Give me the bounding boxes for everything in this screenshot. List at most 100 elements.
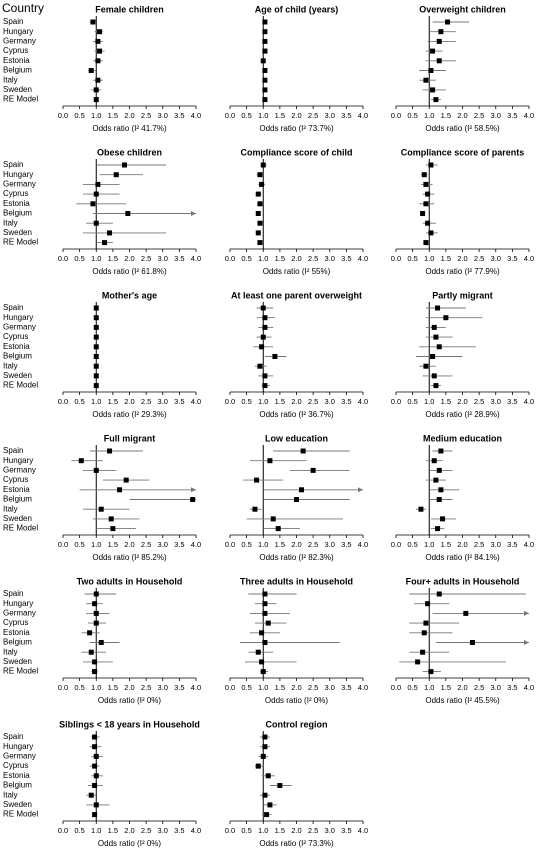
x-tick-label: 1.5 xyxy=(108,540,118,549)
x-tick-label: 2.5 xyxy=(308,826,318,835)
x-tick-label: 2.5 xyxy=(141,540,151,549)
country-label: Germany xyxy=(3,323,36,332)
x-tick-label: 4.0 xyxy=(358,254,368,263)
x-tick-label: 3.0 xyxy=(325,254,335,263)
country-label: Germany xyxy=(3,609,36,618)
estimate xyxy=(430,354,436,359)
x-tick-label: 0.0 xyxy=(391,111,401,120)
x-tick-label: 0.5 xyxy=(74,683,84,692)
estimate xyxy=(97,29,103,35)
overflow-arrow xyxy=(191,487,196,493)
country-label: Belgium xyxy=(3,638,32,647)
estimate xyxy=(252,506,258,512)
country-label: Hungary xyxy=(3,27,33,36)
x-tick-label: 3.5 xyxy=(507,540,517,549)
x-tick-label: 3.5 xyxy=(341,254,351,263)
estimate xyxy=(421,630,427,636)
x-tick-label: 2.5 xyxy=(474,540,484,549)
x-tick-label: 1.0 xyxy=(258,254,268,263)
overflow-arrow xyxy=(524,640,529,645)
estimate xyxy=(260,305,266,311)
x-tick-label: 2.0 xyxy=(124,254,134,263)
estimate xyxy=(262,601,268,607)
x-tick-label: 1.5 xyxy=(275,111,285,120)
x-tick-label: 3.5 xyxy=(507,397,517,406)
x-tick-label: 3.0 xyxy=(158,111,168,120)
x-tick-label: 2.5 xyxy=(474,254,484,263)
x-tick-label: 2.0 xyxy=(124,111,134,120)
estimate xyxy=(310,467,316,473)
x-tick-label: 2.0 xyxy=(291,397,301,406)
x-axis-label: Odds ratio (I² 84.1%) xyxy=(425,553,500,562)
x-axis-label: Odds ratio (I² 61.8%) xyxy=(92,267,167,276)
x-tick-label: 2.5 xyxy=(308,397,318,406)
panel-title: Partly migrant xyxy=(432,290,493,300)
estimate xyxy=(255,191,261,197)
estimate xyxy=(436,344,442,350)
x-tick-label: 2.0 xyxy=(291,254,301,263)
x-tick-label: 3.0 xyxy=(491,397,501,406)
country-label: Estonia xyxy=(3,199,30,208)
estimate xyxy=(438,487,444,493)
x-tick-label: 2.5 xyxy=(308,254,318,263)
x-tick-label: 1.5 xyxy=(108,397,118,406)
country-label: Belgium xyxy=(3,209,32,218)
country-label: Belgium xyxy=(3,781,32,790)
panel-title: Three adults in Household xyxy=(240,576,353,586)
overflow-arrow xyxy=(358,487,363,493)
estimate xyxy=(262,734,268,740)
estimate xyxy=(90,19,96,25)
estimate xyxy=(275,526,281,532)
country-label: Estonia xyxy=(3,56,30,65)
x-tick-label: 3.5 xyxy=(174,254,184,263)
estimate xyxy=(421,172,427,178)
country-label: Belgium xyxy=(3,352,32,361)
estimate xyxy=(93,753,99,759)
estimate xyxy=(262,640,268,645)
estimate xyxy=(257,240,263,246)
estimate xyxy=(418,506,424,512)
x-tick-label: 0.5 xyxy=(407,254,417,263)
x-tick-label: 2.0 xyxy=(124,826,134,835)
estimate xyxy=(102,240,108,246)
x-tick-label: 0.0 xyxy=(58,540,68,549)
estimate xyxy=(93,87,99,93)
x-tick-label: 3.0 xyxy=(158,826,168,835)
estimate xyxy=(90,201,96,207)
x-tick-label: 0.5 xyxy=(407,683,417,692)
panel-title: Compliance score of child xyxy=(240,147,352,157)
x-tick-label: 2.0 xyxy=(291,683,301,692)
overflow-arrow xyxy=(524,610,529,616)
x-tick-label: 2.0 xyxy=(457,111,467,120)
country-label: Spain xyxy=(3,589,23,598)
x-tick-label: 1.5 xyxy=(275,254,285,263)
x-tick-label: 1.0 xyxy=(91,683,101,692)
estimate xyxy=(262,48,268,54)
estimate xyxy=(260,58,266,64)
x-axis-label: Odds ratio (I² 45.5%) xyxy=(425,696,500,705)
estimate xyxy=(92,744,98,750)
estimate xyxy=(123,477,129,483)
x-tick-label: 1.0 xyxy=(424,397,434,406)
estimate xyxy=(262,383,268,389)
x-tick-label: 0.5 xyxy=(241,254,251,263)
x-tick-label: 2.0 xyxy=(457,683,467,692)
x-tick-label: 4.0 xyxy=(358,540,368,549)
estimate xyxy=(431,458,437,464)
panel-title: Compliance score of parents xyxy=(401,147,525,157)
x-tick-label: 1.5 xyxy=(441,540,451,549)
x-tick-label: 1.5 xyxy=(275,397,285,406)
country-label: Italy xyxy=(3,75,18,84)
x-tick-label: 1.0 xyxy=(91,254,101,263)
estimate xyxy=(443,315,449,321)
estimate xyxy=(93,802,99,808)
x-tick-label: 3.0 xyxy=(158,254,168,263)
estimate xyxy=(95,58,101,64)
estimate xyxy=(423,363,429,369)
estimate xyxy=(255,649,261,655)
x-tick-label: 4.0 xyxy=(191,111,201,120)
country-label: Germany xyxy=(3,37,36,46)
country-label: Cyprus xyxy=(3,618,28,627)
estimate xyxy=(265,773,271,779)
column-header: Country xyxy=(2,1,44,15)
